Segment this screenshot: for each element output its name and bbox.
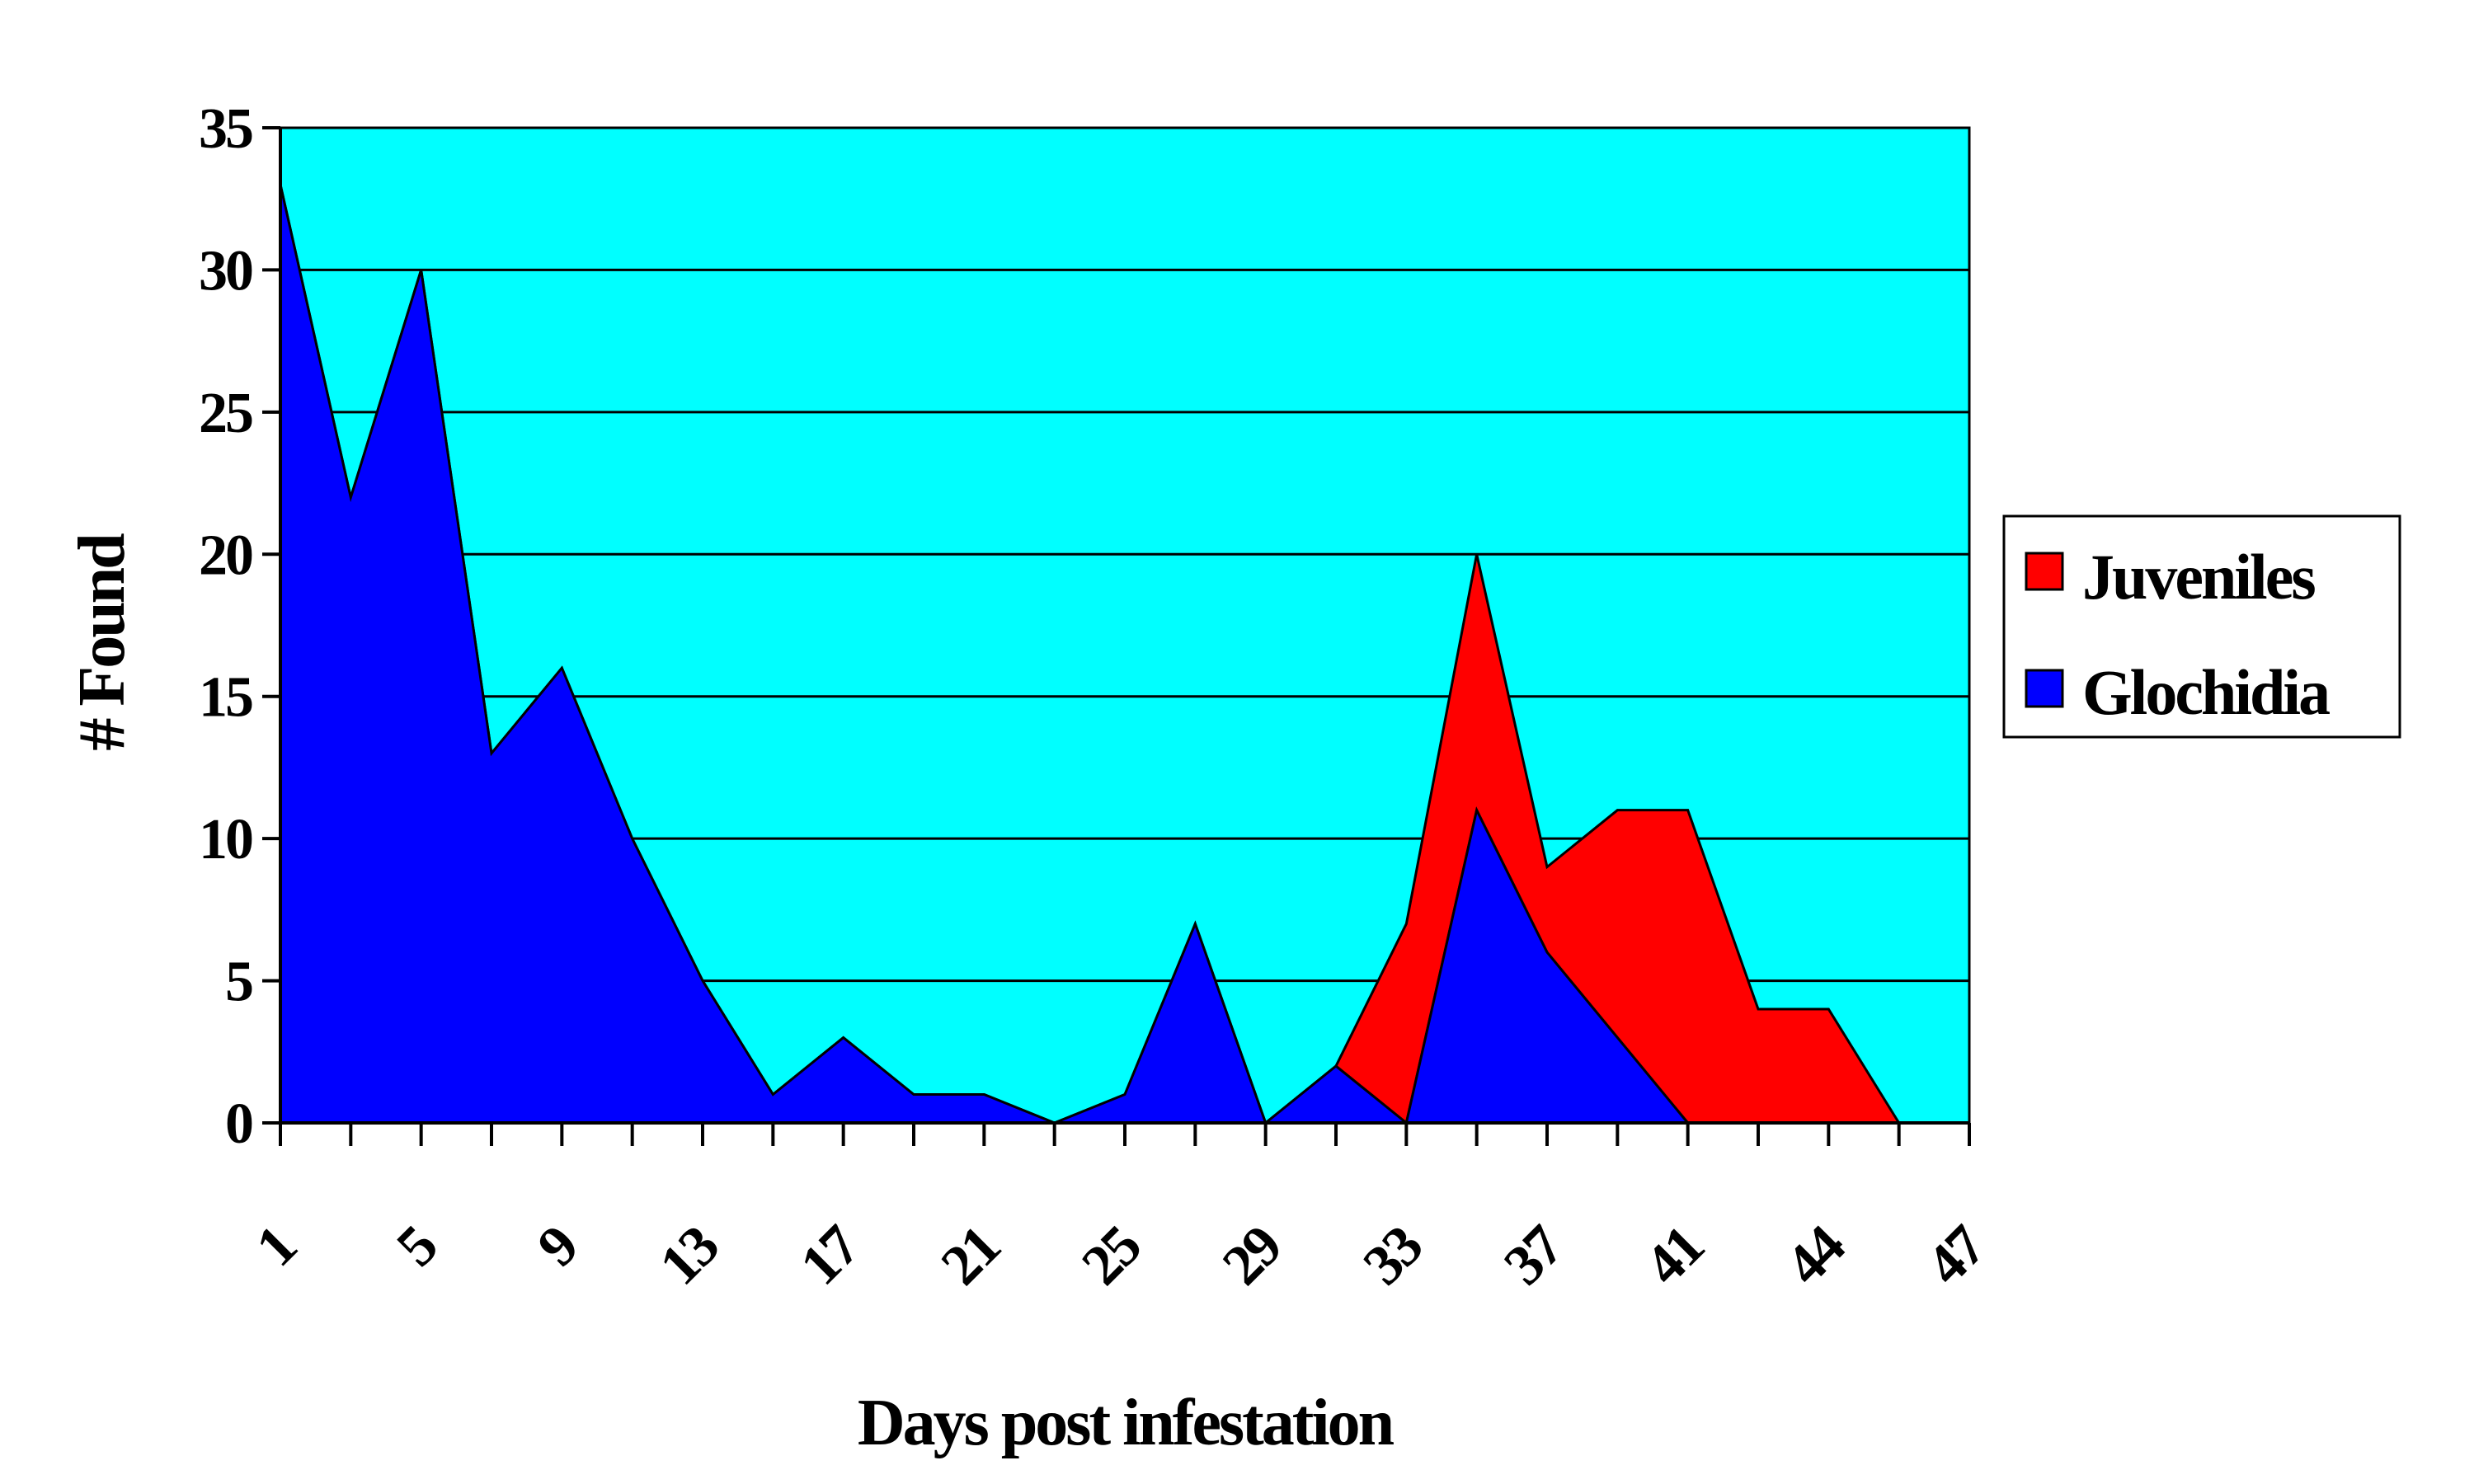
legend: Juveniles Glochidia (2002, 514, 2401, 739)
y-tick-label: 5 (225, 951, 252, 1014)
y-axis-title: # Found (66, 533, 139, 751)
y-tick-label: 20 (199, 524, 252, 587)
x-tick-label: 9 (526, 1214, 590, 1279)
legend-label-glochidia: Glochidia (2082, 656, 2330, 728)
x-tick-label: 44 (1774, 1214, 1857, 1297)
y-tick-label: 25 (199, 382, 252, 445)
y-tick-label: 30 (199, 239, 252, 303)
x-tick-label: 41 (1633, 1215, 1715, 1298)
y-tick-label: 0 (225, 1092, 252, 1156)
x-axis-title: Days post infestation (858, 1387, 1395, 1459)
y-tick-label: 35 (199, 97, 252, 161)
legend-label-juveniles: Juveniles (2082, 541, 2315, 613)
x-tick-label: 1 (244, 1215, 308, 1279)
x-tick-label: 5 (385, 1214, 449, 1279)
x-tick-label: 13 (648, 1214, 731, 1297)
x-tick-labels: 1 5 9 13 17 21 25 29 33 37 41 44 47 (244, 1214, 1997, 1297)
x-tick-label: 37 (1493, 1214, 1576, 1297)
legend-swatch-juveniles (2025, 552, 2064, 591)
series-area-glochidia (279, 184, 1899, 1125)
axes (262, 126, 1971, 1146)
y-tick-label: 10 (199, 808, 252, 871)
x-tick-label: 21 (929, 1215, 1012, 1298)
x-tick-label: 17 (788, 1214, 872, 1297)
legend-box (2002, 514, 2401, 739)
x-tick-label: 33 (1352, 1214, 1434, 1297)
y-tick-label: 15 (199, 666, 252, 730)
x-tick-label: 25 (1070, 1214, 1153, 1297)
y-tick-labels: 0 5 10 15 20 25 30 35 (199, 97, 255, 1156)
x-tick-label: 29 (1211, 1214, 1293, 1297)
x-tick-label: 47 (1915, 1214, 1998, 1297)
legend-swatch-glochidia (2025, 669, 2064, 708)
